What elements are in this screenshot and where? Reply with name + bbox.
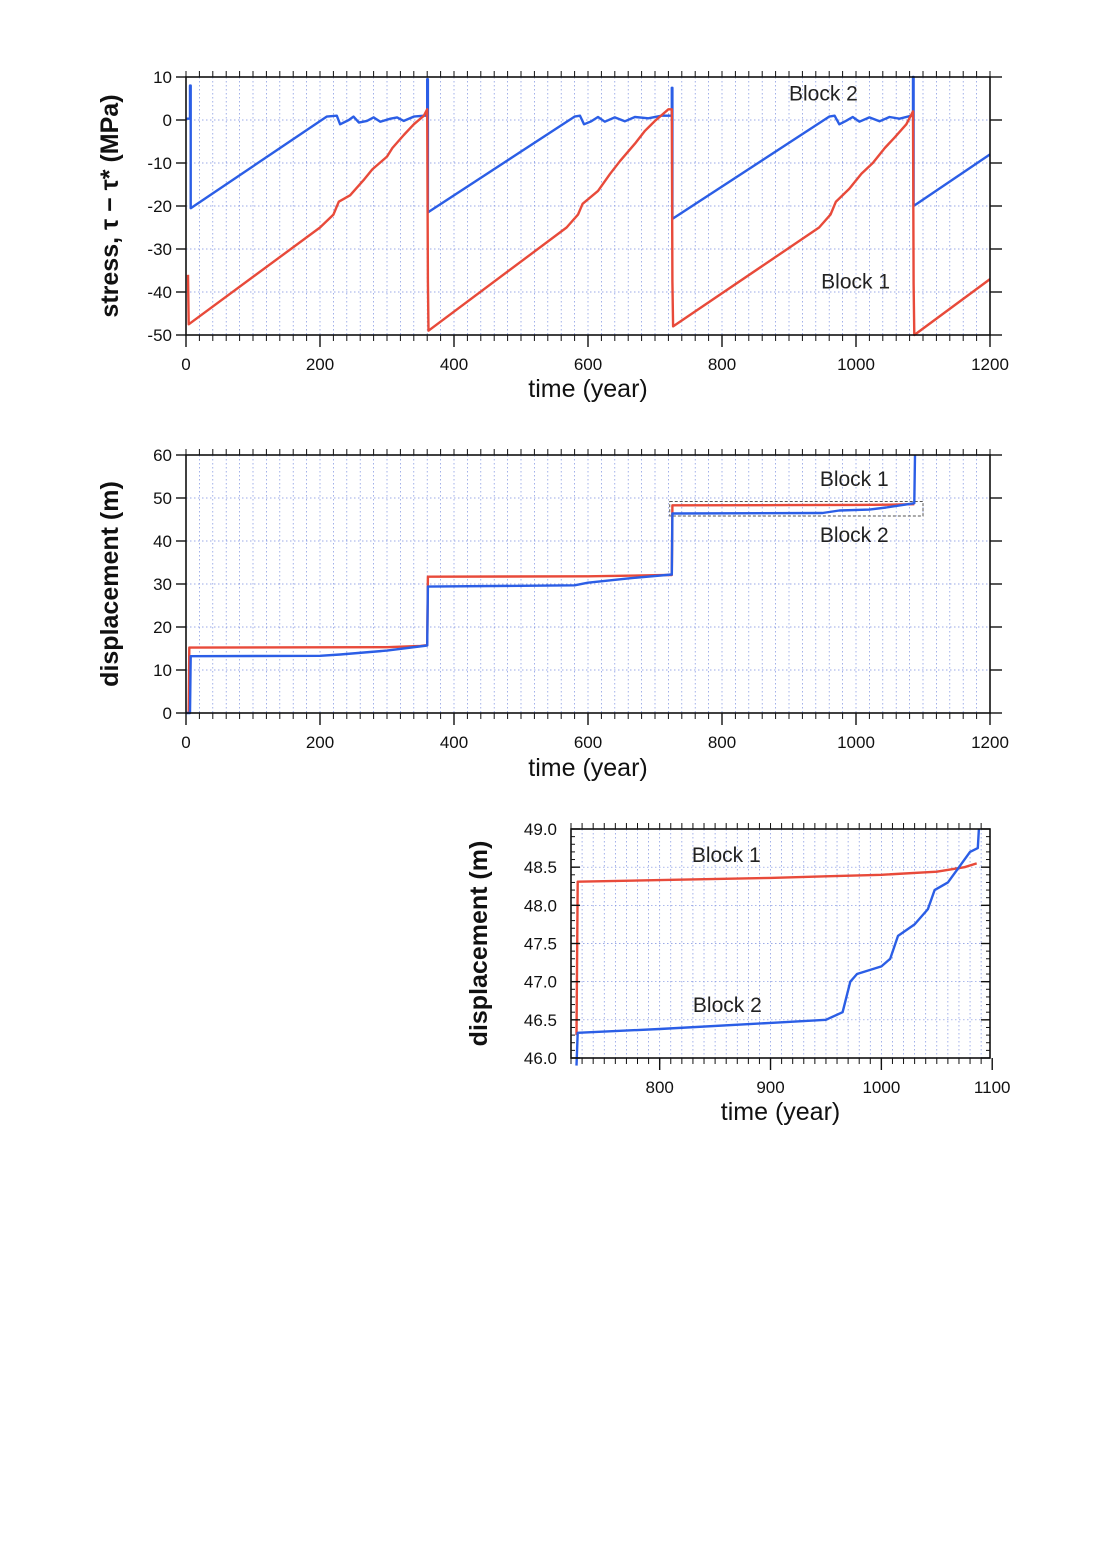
y-axis-title: stress, τ − τ* (MPa) <box>96 94 124 317</box>
x-tick-label: 1000 <box>837 733 875 752</box>
x-tick-label: 400 <box>440 733 468 752</box>
series-label: Block 1 <box>692 844 761 867</box>
series-label: Block 1 <box>820 468 889 491</box>
x-tick-label: 200 <box>306 355 334 374</box>
x-tick-label: 800 <box>645 1078 673 1097</box>
x-axis-title: time (year) <box>528 375 647 403</box>
x-tick-label: 200 <box>306 733 334 752</box>
series-line-block-2 <box>575 828 981 1066</box>
x-axis-title: time (year) <box>721 1098 840 1126</box>
y-tick-label: 40 <box>153 532 172 551</box>
y-tick-label: 47.0 <box>524 973 557 992</box>
x-tick-label: 1200 <box>971 355 1009 374</box>
x-tick-label: 0 <box>181 355 190 374</box>
y-tick-label: -10 <box>147 154 172 173</box>
zoom-box <box>669 500 924 517</box>
y-tick-label: 48.0 <box>524 896 557 915</box>
stress-chart: Block 2 Block 1 0 200 400 600 800 1000 1200 10 0 -1… <box>96 68 1009 403</box>
y-tick-label: 60 <box>153 446 172 465</box>
series-label: Block 2 <box>820 524 889 547</box>
y-tick-label: 50 <box>153 489 172 508</box>
x-tick-label: 800 <box>708 733 736 752</box>
y-tick-label: 10 <box>153 68 172 87</box>
displacement-zoom-chart: Block 1 Block 2 800 900 1000 1100 49.0 48.5 48.0… <box>465 820 1010 1126</box>
y-tick-label: 47.5 <box>524 935 557 954</box>
x-tick-label: 1100 <box>974 1078 1011 1097</box>
y-tick-label: -30 <box>147 240 172 259</box>
y-tick-label: 46.0 <box>524 1049 557 1068</box>
series-line-block-1 <box>187 503 915 714</box>
series-label: Block 1 <box>821 271 890 294</box>
series-line-block-2 <box>186 75 991 221</box>
y-tick-label: 48.5 <box>524 858 557 877</box>
x-axis-title: time (year) <box>528 754 647 782</box>
x-tick-label: 1200 <box>971 733 1009 752</box>
y-tick-label: -20 <box>147 197 172 216</box>
y-tick-label: -50 <box>147 326 172 345</box>
x-tick-label: 900 <box>756 1078 784 1097</box>
y-tick-label: 49.0 <box>524 820 557 839</box>
y-tick-label: 0 <box>163 704 172 723</box>
y-axis-title: displacement (m) <box>465 841 493 1047</box>
x-tick-label: 0 <box>181 733 190 752</box>
series-label: Block 2 <box>789 83 858 106</box>
y-tick-label: -40 <box>147 283 172 302</box>
x-tick-label: 1000 <box>837 355 875 374</box>
series-line-block-2 <box>186 454 917 715</box>
series-line-block-1 <box>575 862 978 1036</box>
y-tick-label: 46.5 <box>524 1011 557 1030</box>
x-tick-label: 1000 <box>862 1078 900 1097</box>
y-tick-label: 30 <box>153 575 172 594</box>
x-tick-label: 800 <box>708 355 736 374</box>
y-tick-label: 20 <box>153 618 172 637</box>
y-axis-title: displacement (m) <box>96 481 124 687</box>
y-tick-label: 10 <box>153 661 172 680</box>
y-tick-label: 0 <box>163 111 172 130</box>
x-tick-label: 600 <box>574 355 602 374</box>
x-tick-label: 400 <box>440 355 468 374</box>
series-label: Block 2 <box>693 994 762 1017</box>
x-tick-label: 600 <box>574 733 602 752</box>
series-line-block-1 <box>186 108 991 337</box>
